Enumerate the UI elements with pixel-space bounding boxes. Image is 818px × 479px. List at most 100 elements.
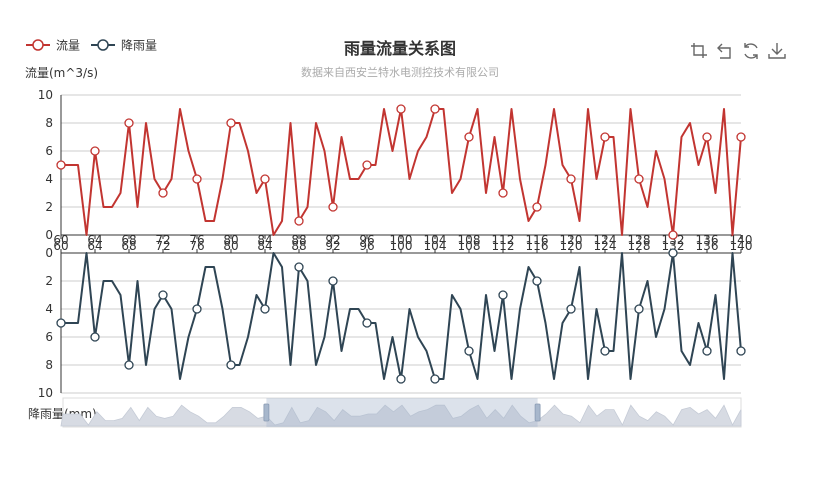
y-tick-label-rainfall: 0 — [45, 246, 53, 260]
legend-marker-flow — [33, 40, 43, 50]
data-point-flow — [57, 161, 65, 169]
data-point-flow — [397, 105, 405, 113]
undo-icon[interactable] — [716, 42, 734, 60]
data-point-rainfall — [669, 249, 677, 257]
y-tick-label-flow: 2 — [45, 200, 53, 214]
data-point-rainfall — [533, 277, 541, 285]
data-point-flow — [125, 119, 133, 127]
datazoom-handle-left — [264, 404, 269, 421]
data-point-flow — [431, 105, 439, 113]
series-line-flow — [61, 109, 741, 235]
data-point-rainfall — [57, 319, 65, 327]
y-tick-label-rainfall: 6 — [45, 330, 53, 344]
data-point-rainfall — [261, 305, 269, 313]
y-tick-label-rainfall: 8 — [45, 358, 53, 372]
data-point-rainfall — [363, 319, 371, 327]
series-line-rainfall — [61, 253, 741, 379]
chart-subtitle: 数据来自西安兰特水电测控技术有限公司 — [301, 65, 499, 79]
x-tick-label-rainfall: 100 — [390, 239, 413, 253]
data-point-flow — [635, 175, 643, 183]
data-point-rainfall — [635, 305, 643, 313]
data-point-rainfall — [397, 375, 405, 383]
x-tick-label-rainfall: 136 — [696, 239, 719, 253]
data-point-flow — [669, 231, 677, 239]
legend-item-flow[interactable]: 流量 — [26, 39, 80, 53]
data-point-flow — [363, 161, 371, 169]
x-tick-label-rainfall: 80 — [223, 239, 238, 253]
y-tick-label-rainfall: 10 — [38, 386, 53, 400]
data-point-rainfall — [125, 361, 133, 369]
data-point-rainfall — [499, 291, 507, 299]
data-point-flow — [465, 133, 473, 141]
x-tick-label-rainfall: 128 — [628, 239, 651, 253]
legend-marker-rainfall — [98, 40, 108, 50]
x-tick-label-rainfall: 72 — [155, 239, 170, 253]
series-flow — [57, 105, 745, 239]
data-point-flow — [295, 217, 303, 225]
datazoom-handle-right — [535, 404, 540, 421]
legend-label-flow: 流量 — [56, 39, 80, 53]
legend: 流量 降雨量 — [26, 39, 157, 53]
data-point-rainfall — [295, 263, 303, 271]
y-tick-label-flow: 8 — [45, 116, 53, 130]
x-tick-label-rainfall: 84 — [257, 239, 272, 253]
data-point-flow — [601, 133, 609, 141]
x-tick-label-rainfall: 96 — [359, 239, 374, 253]
y-tick-label-flow: 0 — [45, 228, 53, 242]
datazoom-selection — [266, 398, 537, 427]
data-point-rainfall — [601, 347, 609, 355]
data-point-rainfall — [703, 347, 711, 355]
x-tick-label-rainfall: 68 — [121, 239, 136, 253]
y-tick-label-rainfall: 4 — [45, 302, 53, 316]
toolbox — [690, 42, 786, 60]
data-point-flow — [499, 189, 507, 197]
legend-label-rainfall: 降雨量 — [121, 39, 157, 53]
data-point-rainfall — [465, 347, 473, 355]
data-point-flow — [159, 189, 167, 197]
data-point-rainfall — [227, 361, 235, 369]
data-point-rainfall — [329, 277, 337, 285]
data-point-rainfall — [737, 347, 745, 355]
y-tick-label-flow: 10 — [38, 88, 53, 102]
data-point-flow — [567, 175, 575, 183]
data-point-flow — [533, 203, 541, 211]
data-point-flow — [703, 133, 711, 141]
x-tick-label-rainfall: 104 — [424, 239, 447, 253]
data-point-flow — [91, 147, 99, 155]
data-point-rainfall — [431, 375, 439, 383]
data-point-flow — [193, 175, 201, 183]
x-tick-label-rainfall: 92 — [325, 239, 340, 253]
y-tick-label-flow: 6 — [45, 144, 53, 158]
x-tick-label-rainfall: 76 — [189, 239, 204, 253]
x-tick-label-rainfall: 108 — [458, 239, 481, 253]
x-tick-label-rainfall: 60 — [53, 239, 68, 253]
y-axis-label-flow: 流量(m^3/s) — [25, 66, 98, 80]
x-tick-label-rainfall: 124 — [594, 239, 617, 253]
chart-title: 雨量流量关系图 — [344, 39, 456, 58]
data-point-rainfall — [193, 305, 201, 313]
refresh-icon[interactable] — [742, 42, 760, 60]
crop-icon[interactable] — [690, 42, 708, 60]
data-point-rainfall — [91, 333, 99, 341]
data-point-flow — [737, 133, 745, 141]
series-rainfall — [57, 249, 745, 383]
data-point-flow — [329, 203, 337, 211]
download-icon[interactable] — [768, 42, 786, 60]
data-point-rainfall — [567, 305, 575, 313]
data-point-rainfall — [159, 291, 167, 299]
datazoom-slider[interactable] — [61, 398, 741, 427]
x-tick-label-rainfall: 120 — [560, 239, 583, 253]
x-tick-label-rainfall: 116 — [526, 239, 549, 253]
x-tick-label-rainfall: 64 — [87, 239, 102, 253]
x-tick-label-rainfall: 140 — [730, 239, 753, 253]
data-point-flow — [227, 119, 235, 127]
x-tick-label-rainfall: 112 — [492, 239, 515, 253]
x-tick-label-rainfall: 88 — [291, 239, 306, 253]
legend-item-rainfall[interactable]: 降雨量 — [91, 39, 157, 53]
y-tick-label-flow: 4 — [45, 172, 53, 186]
data-point-flow — [261, 175, 269, 183]
y-tick-label-rainfall: 2 — [45, 274, 53, 288]
